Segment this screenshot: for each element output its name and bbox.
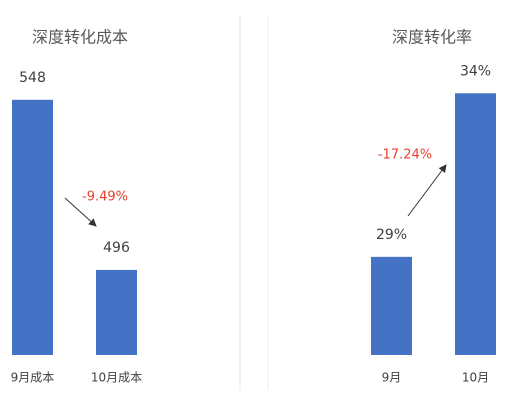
- chart-title: 深度转化成本: [32, 28, 128, 47]
- value-label: 548: [19, 70, 46, 86]
- value-label: 34%: [460, 63, 491, 79]
- annotation: -17.24%: [378, 148, 432, 163]
- annotation-arrow: [64, 197, 97, 227]
- annotation: -9.49%: [82, 190, 128, 205]
- category-label: 10月: [462, 371, 489, 385]
- category-label: 10月成本: [91, 371, 142, 385]
- bar: [12, 99, 53, 355]
- bar: [371, 256, 412, 355]
- category-label: 9月: [382, 371, 402, 385]
- bar: [96, 269, 137, 355]
- value-label: 496: [103, 240, 130, 256]
- value-label: 29%: [376, 227, 407, 243]
- bar: [455, 93, 496, 355]
- category-label: 9月成本: [11, 371, 55, 385]
- annotation-arrow: [407, 164, 447, 217]
- chart-title: 深度转化率: [392, 28, 472, 47]
